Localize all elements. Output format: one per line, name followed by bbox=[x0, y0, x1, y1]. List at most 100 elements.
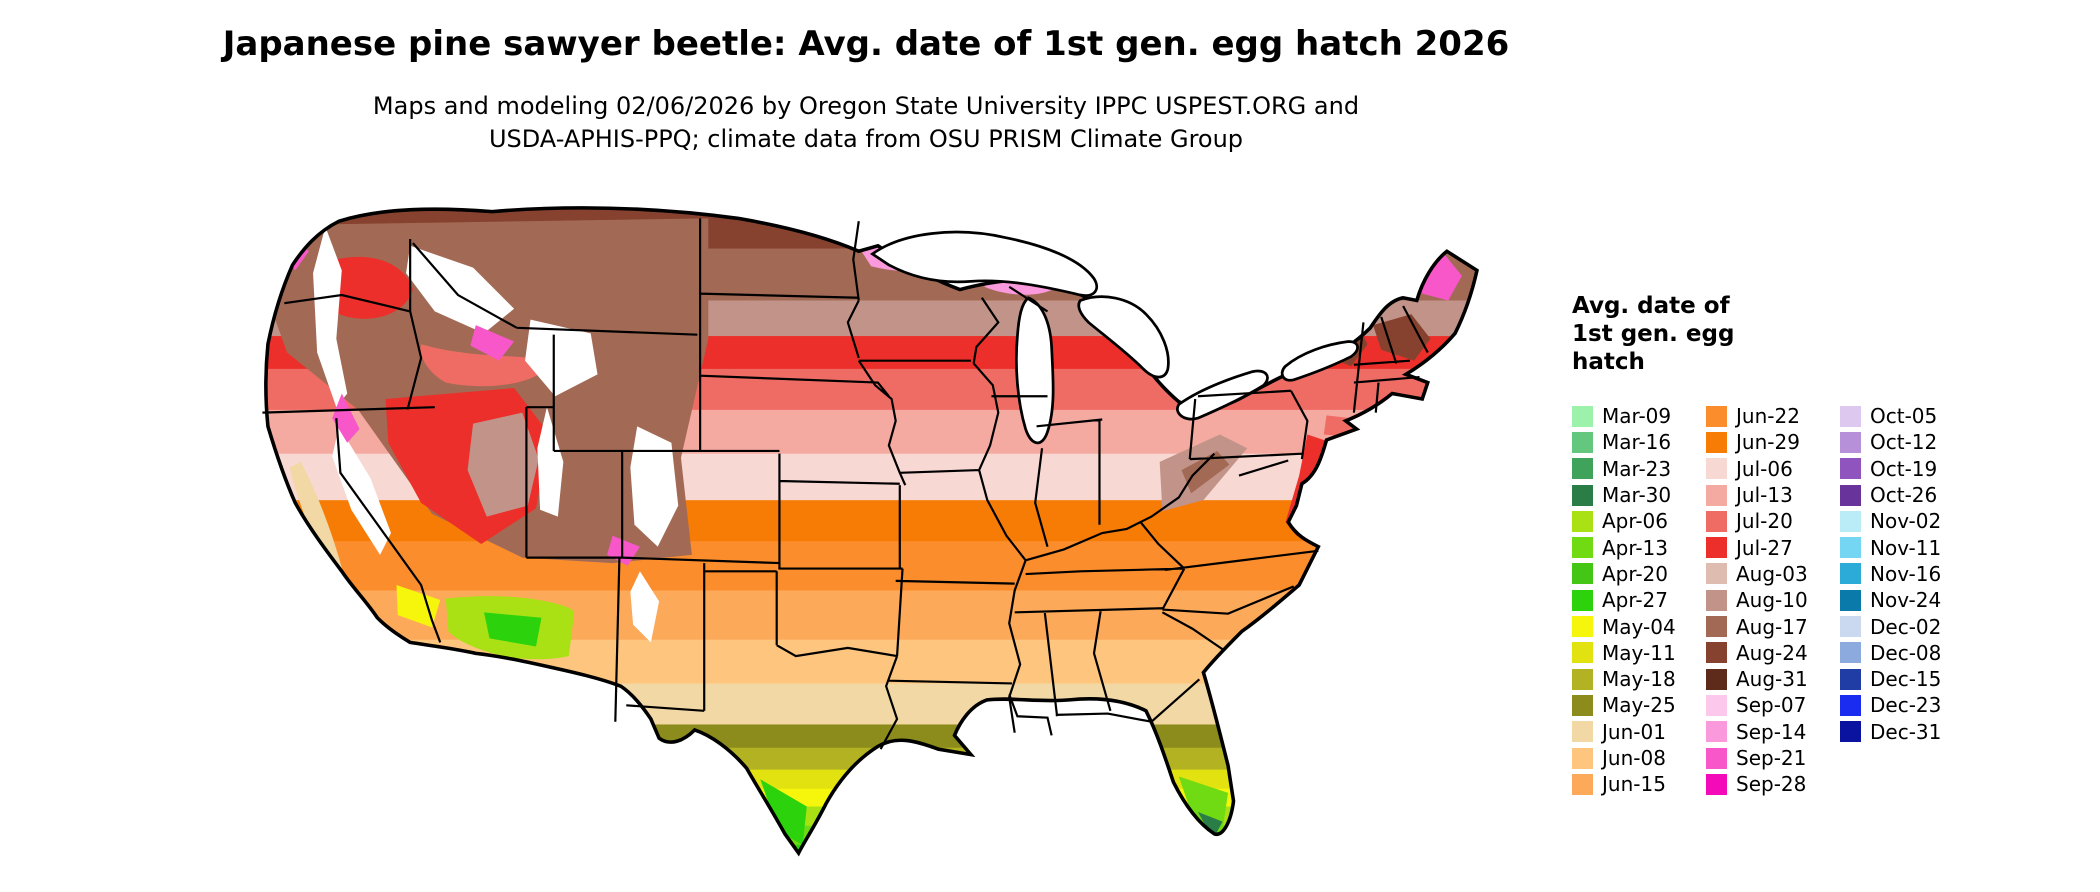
map-patch-none bbox=[630, 426, 679, 547]
map-patch-Jul-27 bbox=[322, 256, 413, 319]
map-band-May-25 bbox=[265, 724, 1477, 749]
legend-entry: Dec-15 bbox=[1840, 666, 1970, 692]
legend-label: May-25 bbox=[1602, 693, 1676, 718]
map-patch-Aug-24 bbox=[1373, 314, 1431, 361]
legend-label: May-11 bbox=[1602, 640, 1676, 665]
map-band-Apr-06 bbox=[265, 806, 1477, 827]
page-subtitle: Maps and modeling 02/06/2026 by Oregon S… bbox=[0, 90, 1732, 156]
legend-entry: Mar-23 bbox=[1572, 456, 1702, 482]
legend-label: Sep-07 bbox=[1736, 693, 1807, 718]
legend-column: Oct-05 Oct-12 Oct-19 Oct-26 Nov-02 Nov-11 Nov-… bbox=[1840, 403, 1970, 797]
legend-entry: Nov-02 bbox=[1840, 508, 1970, 534]
map-patch-Apr-13 bbox=[1178, 776, 1229, 830]
legend-entry: Mar-16 bbox=[1572, 429, 1702, 455]
legend-entry: Mar-30 bbox=[1572, 482, 1702, 508]
legend-label: Jun-29 bbox=[1736, 430, 1800, 455]
legend-label: Apr-27 bbox=[1602, 588, 1668, 613]
map-patch-Jul-20 bbox=[420, 344, 550, 387]
legend-label: Jul-06 bbox=[1736, 456, 1793, 481]
legend-swatch bbox=[1572, 537, 1593, 559]
map-patch-Apr-27 bbox=[484, 612, 542, 647]
legend-entry: Jul-27 bbox=[1706, 534, 1836, 560]
legend-swatch bbox=[1572, 484, 1593, 506]
legend-label: Mar-30 bbox=[1602, 483, 1672, 508]
legend-label: Sep-28 bbox=[1736, 772, 1807, 797]
legend-entry: Jul-13 bbox=[1706, 482, 1836, 508]
legend-entry: Dec-02 bbox=[1840, 613, 1970, 639]
legend-swatch bbox=[1572, 431, 1593, 453]
legend-swatch bbox=[1706, 668, 1727, 690]
legend-title-line-2: 1st gen. egg bbox=[1572, 321, 1735, 347]
legend-entry: Nov-24 bbox=[1840, 587, 1970, 613]
legend-entry: Nov-16 bbox=[1840, 561, 1970, 587]
legend-entry: Jun-22 bbox=[1706, 403, 1836, 429]
legend-swatch bbox=[1572, 773, 1593, 795]
legend-label: Sep-21 bbox=[1736, 746, 1807, 770]
legend-entry: Jun-15 bbox=[1572, 771, 1702, 797]
legend-label: Jun-08 bbox=[1602, 746, 1666, 770]
legend-label: May-18 bbox=[1602, 667, 1676, 692]
legend-label: Mar-23 bbox=[1602, 456, 1672, 481]
lake-huron bbox=[1077, 295, 1170, 379]
header: Japanese pine sawyer beetle: Avg. date o… bbox=[0, 24, 1732, 156]
legend-swatch bbox=[1706, 747, 1727, 769]
legend-swatch bbox=[1840, 510, 1861, 532]
subtitle-line-1: Maps and modeling 02/06/2026 by Oregon S… bbox=[372, 92, 1360, 120]
legend-entry: Oct-05 bbox=[1840, 403, 1970, 429]
map-patch-none bbox=[537, 407, 564, 517]
map-band-May-11 bbox=[265, 769, 1477, 790]
legend-swatch bbox=[1572, 405, 1593, 427]
legend-entry: May-04 bbox=[1572, 613, 1702, 639]
legend-label: Mar-16 bbox=[1602, 430, 1672, 455]
legend-swatch bbox=[1572, 747, 1593, 769]
legend-entry: Apr-13 bbox=[1572, 534, 1702, 560]
map-fill-layer bbox=[265, 207, 1477, 854]
legend-entry: Sep-28 bbox=[1706, 771, 1836, 797]
legend-swatch bbox=[1706, 510, 1727, 532]
legend-label: Dec-08 bbox=[1870, 640, 1942, 665]
legend-columns: Mar-09 Mar-16 Mar-23 Mar-30 Apr-06 Apr-13 Apr-… bbox=[1572, 403, 1970, 797]
lake-ontario bbox=[1280, 340, 1359, 382]
map-band-Apr-27 bbox=[265, 844, 1477, 854]
map-patch-Sep-21 bbox=[470, 325, 515, 361]
legend-label: Jul-20 bbox=[1736, 509, 1793, 534]
legend-label: Dec-02 bbox=[1870, 614, 1942, 639]
legend-label: Oct-19 bbox=[1870, 456, 1938, 481]
map-patch-none bbox=[525, 319, 598, 397]
legend-swatch bbox=[1840, 616, 1861, 638]
legend-label: Oct-05 bbox=[1870, 404, 1938, 429]
legend-entry: Sep-14 bbox=[1706, 719, 1836, 745]
legend-swatch bbox=[1572, 668, 1593, 690]
legend-label: Jul-27 bbox=[1736, 535, 1793, 560]
legend-swatch bbox=[1572, 563, 1593, 585]
legend-swatch bbox=[1840, 642, 1861, 664]
legend-entry: Jun-08 bbox=[1572, 745, 1702, 771]
legend-swatch bbox=[1840, 431, 1861, 453]
legend-swatch bbox=[1840, 589, 1861, 611]
legend-label: May-04 bbox=[1602, 614, 1676, 639]
map-band-Jun-01 bbox=[265, 683, 1477, 726]
legend-label: Nov-16 bbox=[1870, 561, 1942, 586]
us-map bbox=[205, 191, 1518, 875]
legend-entry: Aug-17 bbox=[1706, 613, 1836, 639]
legend-label: Aug-10 bbox=[1736, 588, 1808, 613]
legend-entry: Aug-03 bbox=[1706, 561, 1836, 587]
legend-entry: Aug-10 bbox=[1706, 587, 1836, 613]
legend-label: Aug-03 bbox=[1736, 561, 1808, 586]
map-patch-Aug-10 bbox=[467, 412, 539, 517]
legend-swatch bbox=[1572, 694, 1593, 716]
legend-entry: May-11 bbox=[1572, 640, 1702, 666]
map-band-Jun-29 bbox=[265, 500, 1477, 543]
legend-entry: Dec-31 bbox=[1840, 719, 1970, 745]
legend-swatch bbox=[1706, 589, 1727, 611]
map-band-May-04 bbox=[265, 788, 1477, 808]
map-patch-none bbox=[630, 571, 660, 643]
legend-entry: Sep-07 bbox=[1706, 692, 1836, 718]
legend-entry: Jun-29 bbox=[1706, 429, 1836, 455]
legend-entry: Oct-19 bbox=[1840, 456, 1970, 482]
legend-label: Dec-23 bbox=[1870, 693, 1942, 718]
legend-entry: May-25 bbox=[1572, 692, 1702, 718]
legend-swatch bbox=[1706, 537, 1727, 559]
map-patch-none bbox=[313, 226, 348, 408]
legend-column: Mar-09 Mar-16 Mar-23 Mar-30 Apr-06 Apr-13 Apr-… bbox=[1572, 403, 1702, 797]
